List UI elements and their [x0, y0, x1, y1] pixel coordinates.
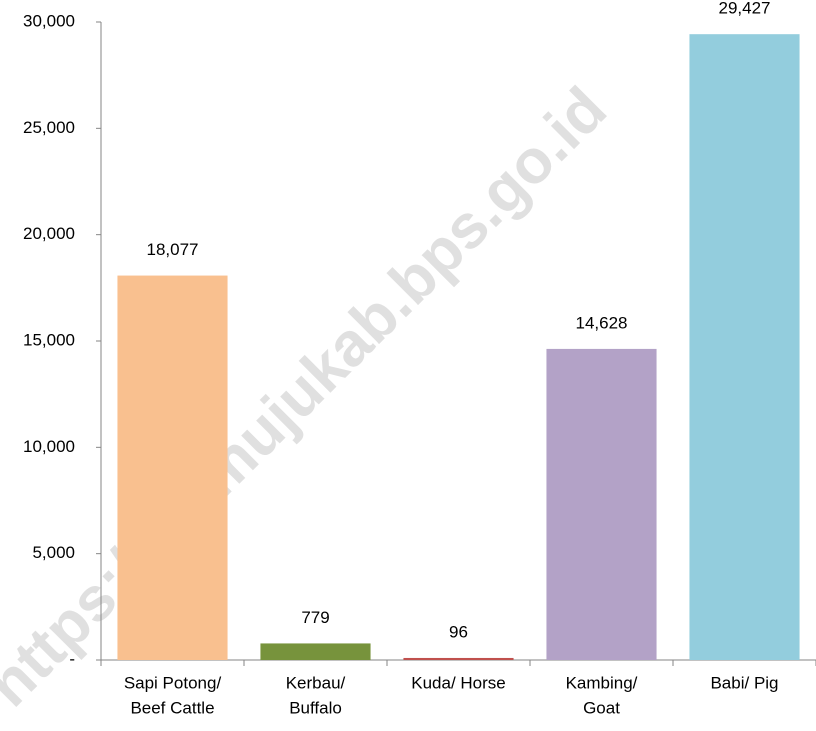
- x-tick-label: Sapi Potong/: [124, 673, 222, 692]
- y-tick-label: 15,000: [23, 330, 75, 349]
- value-label: 14,628: [576, 313, 628, 332]
- value-label: 779: [301, 608, 329, 627]
- x-tick-label: Goat: [583, 698, 620, 717]
- y-tick-label: 10,000: [23, 437, 75, 456]
- bar: [403, 657, 514, 660]
- x-tick-label: Beef Cattle: [130, 698, 214, 717]
- y-tick-label: 25,000: [23, 118, 75, 137]
- x-tick-label: Kerbau/: [286, 673, 346, 692]
- value-label: 96: [449, 622, 468, 641]
- bar: [546, 348, 657, 660]
- y-tick-label: -: [69, 649, 75, 668]
- bar: [117, 275, 228, 660]
- x-tick-label: Babi/ Pig: [710, 673, 778, 692]
- y-tick-label: 20,000: [23, 224, 75, 243]
- y-tick-label: 30,000: [23, 11, 75, 30]
- x-tick-label: Kambing/: [566, 673, 638, 692]
- x-tick-label: Kuda/ Horse: [411, 673, 506, 692]
- value-label: 18,077: [147, 240, 199, 259]
- y-tick-label: 5,000: [32, 543, 75, 562]
- bar: [260, 643, 371, 660]
- x-tick-label: Buffalo: [289, 698, 342, 717]
- value-label: 29,427: [719, 0, 771, 18]
- bar: [689, 34, 800, 661]
